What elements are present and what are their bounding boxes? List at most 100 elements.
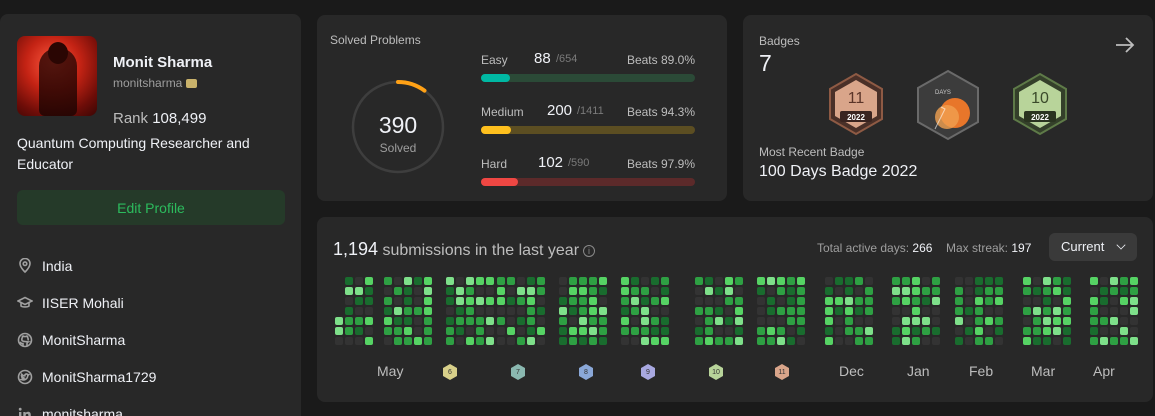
heatmap-cell[interactable] [797,297,805,305]
heatmap-cell[interactable] [1130,297,1138,305]
heatmap-cell[interactable] [569,277,577,285]
heatmap-cell[interactable] [965,317,973,325]
heatmap-cell[interactable] [414,337,422,345]
heatmap-cell[interactable] [705,327,713,335]
heatmap-cell[interactable] [631,287,639,295]
heatmap-cell[interactable] [579,277,587,285]
heatmap-cell[interactable] [845,297,853,305]
heatmap-cell[interactable] [424,307,432,315]
heatmap-cell[interactable] [661,327,669,335]
heatmap-cell[interactable] [456,297,464,305]
heatmap-cell[interactable] [695,327,703,335]
heatmap-cell[interactable] [486,277,494,285]
heatmap-cell[interactable] [922,307,930,315]
heatmap-cell[interactable] [787,287,795,295]
heatmap-cell[interactable] [985,277,993,285]
heatmap-cell[interactable] [902,287,910,295]
heatmap-cell[interactable] [1043,277,1051,285]
heatmap-cell[interactable] [845,317,853,325]
heatmap-cell[interactable] [1090,287,1098,295]
heatmap-cell[interactable] [767,337,775,345]
heatmap-cell[interactable] [912,287,920,295]
heatmap-cell[interactable] [1090,277,1098,285]
heatmap-cell[interactable] [695,277,703,285]
heatmap-cell[interactable] [955,327,963,335]
badge-10-2022[interactable]: 10 2022 [1010,71,1070,137]
heatmap-cell[interactable] [631,277,639,285]
heatmap-cell[interactable] [476,307,484,315]
heatmap-cell[interactable] [579,297,587,305]
heatmap-cell[interactable] [517,287,525,295]
heatmap-cell[interactable] [787,277,795,285]
heatmap-cell[interactable] [1063,277,1071,285]
heatmap-cell[interactable] [466,307,474,315]
heatmap-cell[interactable] [1063,297,1071,305]
heatmap-cell[interactable] [537,287,545,295]
heatmap-cell[interactable] [466,327,474,335]
mini-badge-icon[interactable]: 11 [773,363,791,381]
heatmap-cell[interactable] [902,317,910,325]
heatmap-cell[interactable] [725,337,733,345]
heatmap-cell[interactable] [355,317,363,325]
heatmap-cell[interactable] [1100,307,1108,315]
heatmap-cell[interactable] [335,327,343,335]
heatmap-cell[interactable] [365,327,373,335]
heatmap-cell[interactable] [537,327,545,335]
heatmap-cell[interactable] [404,277,412,285]
heatmap-cell[interactable] [589,277,597,285]
heatmap-cell[interactable] [527,287,535,295]
heatmap-cell[interactable] [777,337,785,345]
heatmap-cell[interactable] [569,337,577,345]
heatmap-cell[interactable] [517,327,525,335]
heatmap-cell[interactable] [569,297,577,305]
heatmap-cell[interactable] [1100,337,1108,345]
heatmap-cell[interactable] [1100,277,1108,285]
heatmap-cell[interactable] [787,307,795,315]
heatmap-cell[interactable] [1053,287,1061,295]
heatmap-cell[interactable] [1033,297,1041,305]
heatmap-cell[interactable] [1130,277,1138,285]
heatmap-cell[interactable] [975,287,983,295]
heatmap-cell[interactable] [384,297,392,305]
heatmap-cell[interactable] [1110,317,1118,325]
heatmap-cell[interactable] [797,327,805,335]
heatmap-cell[interactable] [486,317,494,325]
heatmap-cell[interactable] [476,337,484,345]
heatmap-cell[interactable] [955,277,963,285]
heatmap-cell[interactable] [1063,317,1071,325]
heatmap-cell[interactable] [517,297,525,305]
heatmap-cell[interactable] [1033,277,1041,285]
heatmap-cell[interactable] [651,317,659,325]
heatmap-cell[interactable] [965,327,973,335]
heatmap-cell[interactable] [1090,297,1098,305]
heatmap-cell[interactable] [1100,317,1108,325]
heatmap-cell[interactable] [497,297,505,305]
heatmap-cell[interactable] [725,287,733,295]
heatmap-cell[interactable] [995,287,1003,295]
heatmap-cell[interactable] [355,297,363,305]
heatmap-cell[interactable] [985,287,993,295]
heatmap-cell[interactable] [965,337,973,345]
heatmap-cell[interactable] [777,297,785,305]
heatmap-cell[interactable] [1120,337,1128,345]
heatmap-cell[interactable] [932,327,940,335]
heatmap-cell[interactable] [787,317,795,325]
heatmap-cell[interactable] [975,297,983,305]
heatmap-cell[interactable] [975,277,983,285]
heatmap-cell[interactable] [456,287,464,295]
heatmap-cell[interactable] [985,297,993,305]
heatmap-cell[interactable] [651,297,659,305]
heatmap-cell[interactable] [345,337,353,345]
heatmap-cell[interactable] [446,277,454,285]
heatmap-cell[interactable] [912,337,920,345]
heatmap-cell[interactable] [527,277,535,285]
heatmap-cell[interactable] [912,317,920,325]
heatmap-cell[interactable] [695,287,703,295]
heatmap-cell[interactable] [621,327,629,335]
heatmap-cell[interactable] [1120,317,1128,325]
heatmap-cell[interactable] [384,317,392,325]
heatmap-cell[interactable] [975,327,983,335]
heatmap-cell[interactable] [599,317,607,325]
heatmap-cell[interactable] [995,327,1003,335]
heatmap-cell[interactable] [497,277,505,285]
